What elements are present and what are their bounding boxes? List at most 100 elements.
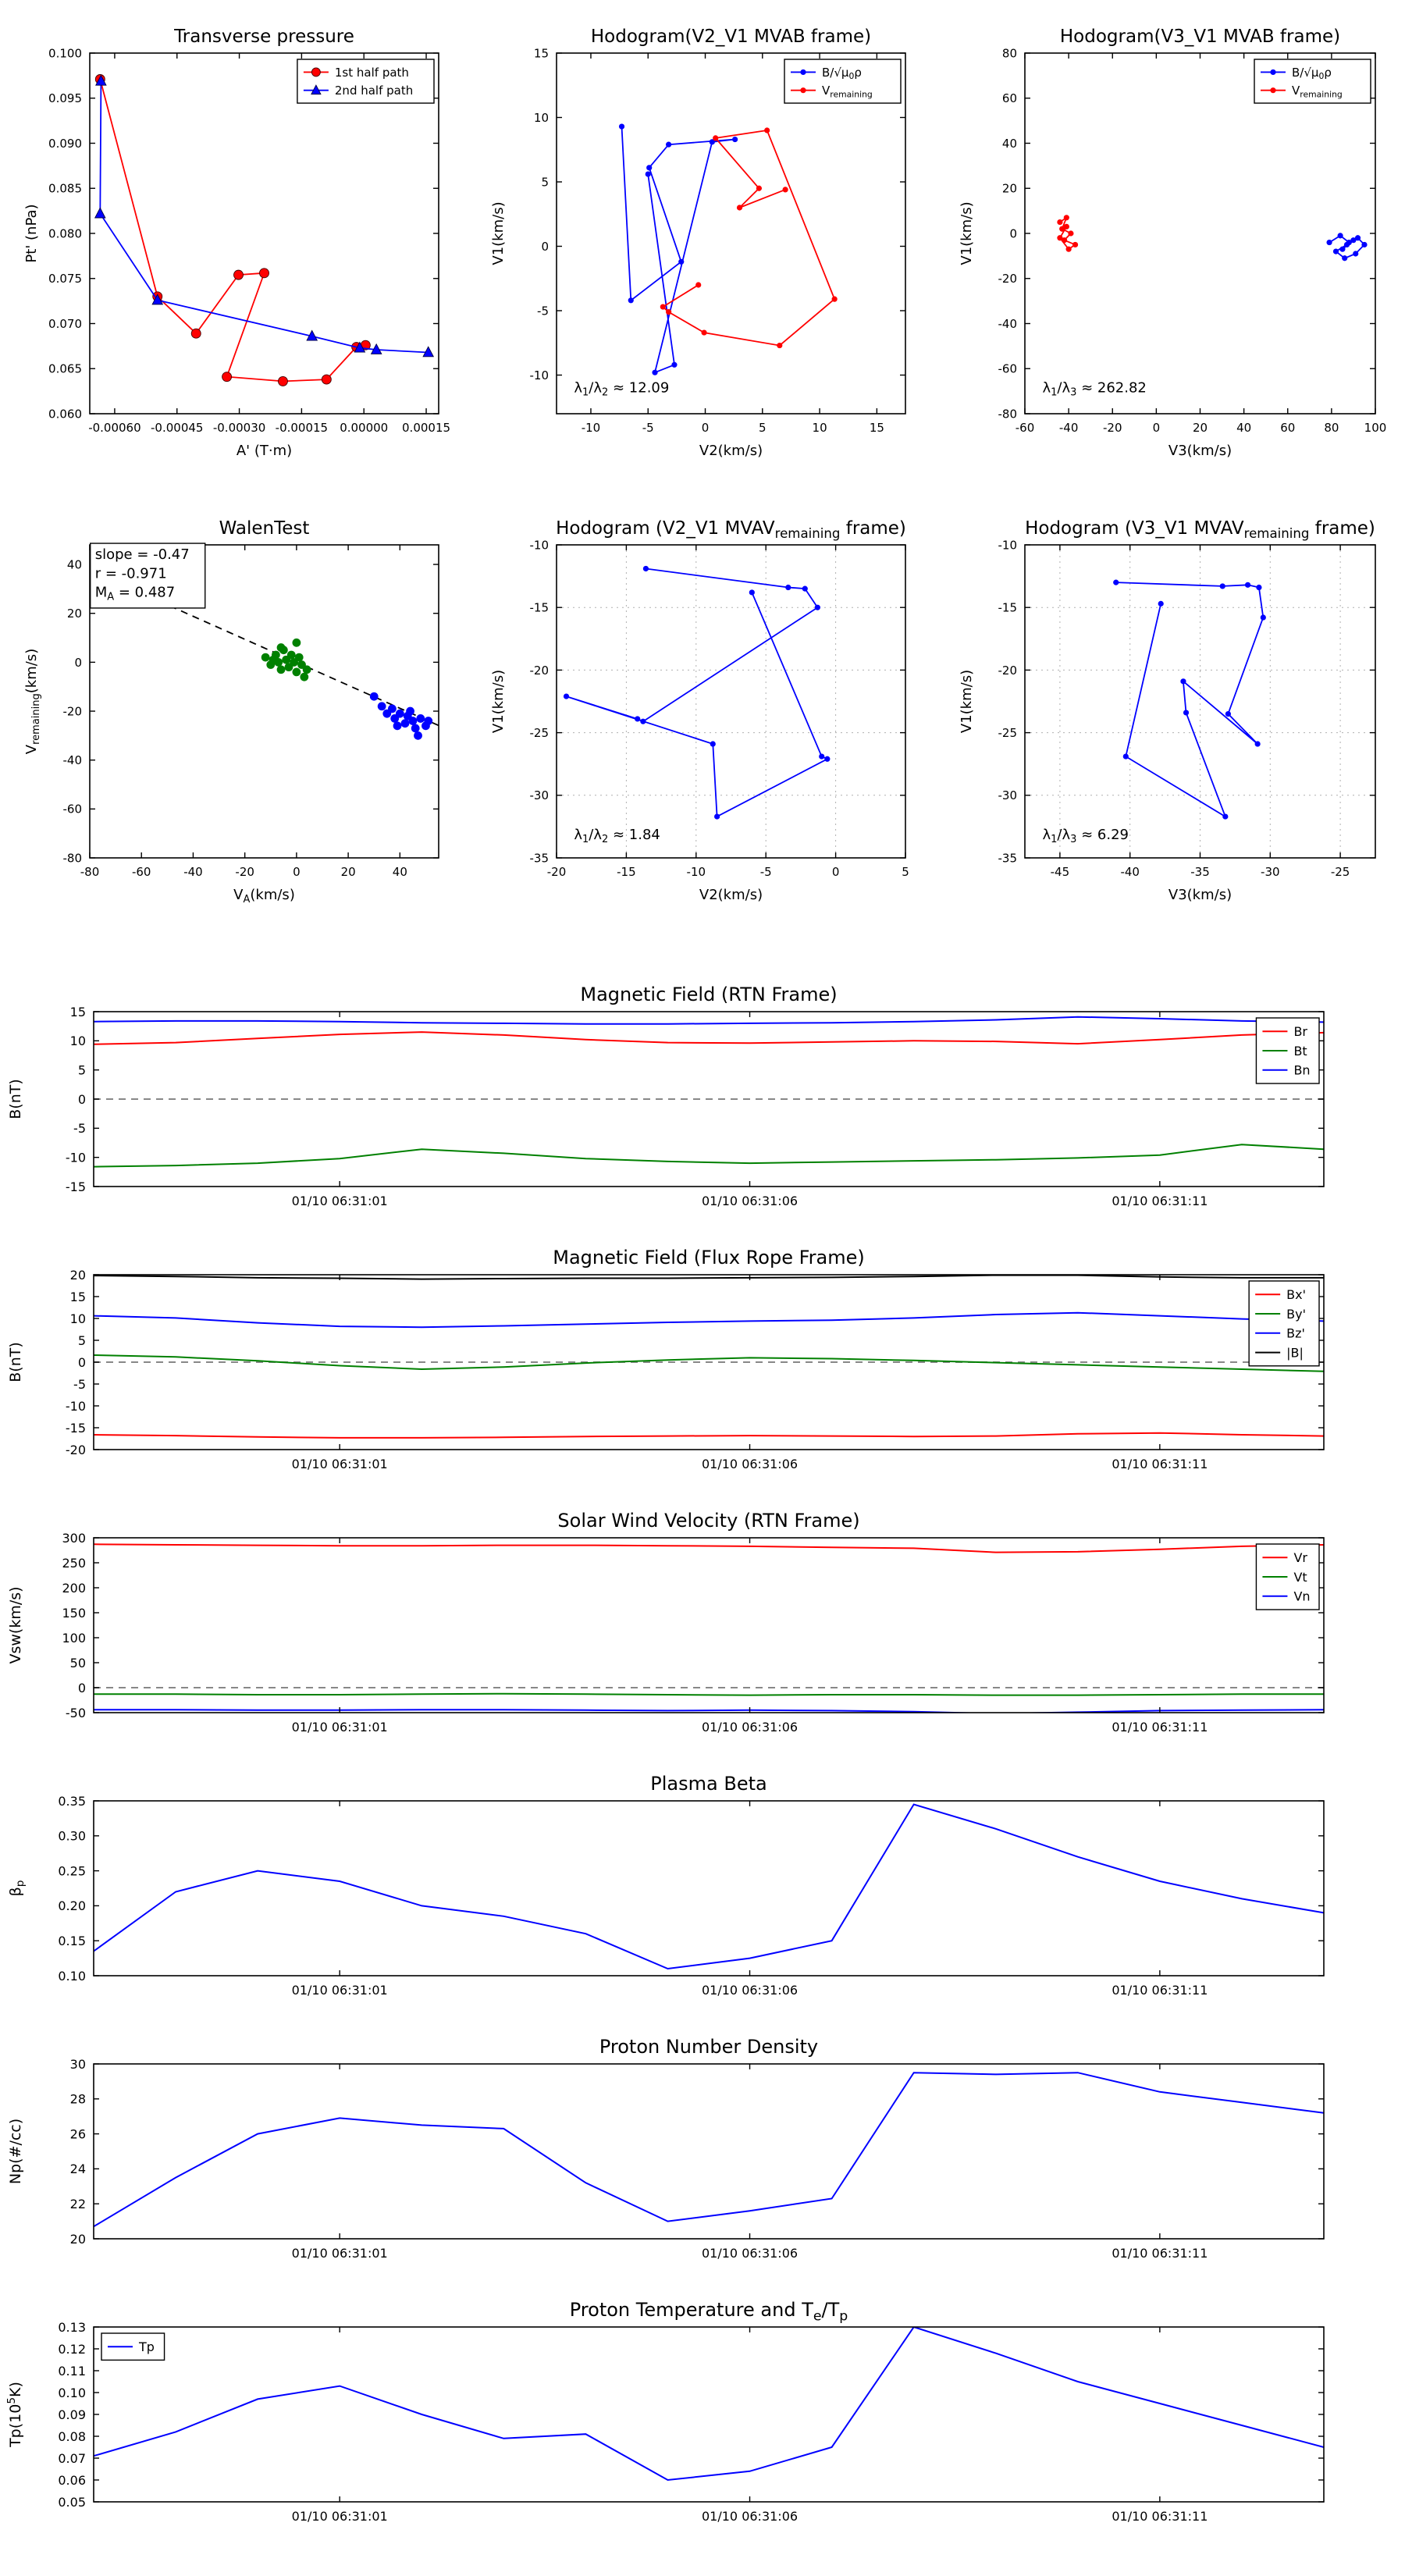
chart-hodogram_v3v1_mvav: -45 -40 -35 -30 -25 -35 -30 -25 -20 -15 -10 Hodogra…	[951, 506, 1389, 908]
svg-text:-15: -15	[617, 865, 636, 879]
svg-text:40: 40	[1002, 137, 1017, 151]
svg-text:Bt: Bt	[1293, 1044, 1307, 1059]
plot-proton_temp: 01/10 06:31:01 01/10 06:31:06 01/10 06:31:…	[0, 2293, 1405, 2542]
svg-text:Bn: Bn	[1293, 1063, 1310, 1078]
svg-text:-5: -5	[642, 421, 654, 435]
svg-text:slope = -0.47: slope = -0.47	[95, 546, 190, 563]
svg-text:20: 20	[70, 2232, 86, 2247]
svg-text:15: 15	[70, 1290, 86, 1304]
svg-text:0.07: 0.07	[58, 2451, 86, 2466]
plot-walen_test: -80 -60 -40 -20 0 20 40 -80 -60 -40 -20 0 20 40 WalenT…	[16, 506, 453, 908]
svg-text:-20: -20	[66, 1443, 86, 1457]
svg-text:0.05: 0.05	[58, 2495, 86, 2510]
svg-text:-60: -60	[63, 802, 83, 817]
svg-text:-35: -35	[1190, 865, 1210, 879]
svg-text:Tp: Tp	[138, 2339, 155, 2354]
svg-text:0.080: 0.080	[48, 226, 82, 240]
svg-text:5: 5	[541, 175, 549, 189]
svg-text:22: 22	[70, 2197, 86, 2211]
svg-text:-30: -30	[1261, 865, 1280, 879]
svg-text:Vremaining: Vremaining	[822, 84, 873, 99]
svg-text:WalenTest: WalenTest	[219, 518, 310, 539]
svg-text:0: 0	[1153, 421, 1161, 435]
svg-text:-20: -20	[530, 664, 550, 678]
svg-text:15: 15	[70, 1005, 86, 1019]
svg-text:01/10 06:31:06: 01/10 06:31:06	[702, 1457, 798, 1471]
svg-text:Np(#/cc): Np(#/cc)	[7, 2119, 24, 2184]
svg-text:0: 0	[78, 1092, 86, 1107]
svg-text:By': By'	[1286, 1307, 1306, 1322]
svg-text:250: 250	[62, 1556, 86, 1571]
svg-text:0: 0	[702, 421, 710, 435]
svg-text:V1(km/s): V1(km/s)	[490, 670, 507, 733]
svg-text:40: 40	[67, 557, 82, 571]
svg-text:28: 28	[70, 2092, 86, 2107]
svg-text:10: 10	[534, 111, 549, 125]
svg-text:01/10 06:31:01: 01/10 06:31:01	[292, 2509, 388, 2524]
plot-hodogram_v3v1_mvab: -60 -40 -20 0 20 40 60 80 100-80-60-40-200204060…	[951, 14, 1389, 468]
svg-text:-25: -25	[1331, 865, 1350, 879]
svg-text:0.08: 0.08	[58, 2429, 86, 2444]
svg-text:01/10 06:31:01: 01/10 06:31:01	[292, 1983, 388, 1998]
svg-text:-20: -20	[1103, 421, 1122, 435]
svg-text:300: 300	[62, 1531, 86, 1546]
svg-text:Vsw(km/s): Vsw(km/s)	[7, 1586, 24, 1663]
svg-text:Vremaining: Vremaining	[1292, 84, 1343, 99]
chart-vsw_rtn: 01/10 06:31:01 01/10 06:31:06 01/10 06:31:…	[0, 1503, 1405, 1753]
svg-text:20: 20	[70, 1268, 86, 1283]
svg-text:2nd half path: 2nd half path	[335, 84, 413, 98]
svg-text:-0.00030: -0.00030	[213, 421, 265, 435]
svg-text:Plasma Beta: Plasma Beta	[650, 1773, 767, 1795]
svg-text:-40: -40	[1120, 865, 1140, 879]
svg-text:Proton Temperature and Te/Tp: Proton Temperature and Te/Tp	[570, 2299, 848, 2324]
svg-text:-35: -35	[998, 851, 1018, 865]
svg-text:01/10 06:31:11: 01/10 06:31:11	[1112, 1983, 1208, 1998]
svg-text:λ1/λ3 ≈ 262.82: λ1/λ3 ≈ 262.82	[1042, 379, 1146, 398]
svg-text:-20: -20	[998, 664, 1018, 678]
svg-text:-10: -10	[687, 865, 706, 879]
svg-text:0.070: 0.070	[48, 317, 82, 331]
svg-text:0: 0	[1009, 226, 1017, 240]
svg-text:0.11: 0.11	[58, 2364, 86, 2379]
svg-text:20: 20	[1193, 421, 1208, 435]
svg-text:0.085: 0.085	[48, 182, 82, 196]
svg-text:0.12: 0.12	[58, 2342, 86, 2357]
chart-hodogram_v3v1_mvab: -60 -40 -20 0 20 40 60 80 100 -80 -60 -40 -20 0 20 40 60…	[951, 14, 1389, 468]
chart-proton_density: 01/10 06:31:01 01/10 06:31:06 01/10 06:31:…	[0, 2030, 1405, 2279]
svg-text:0.10: 0.10	[58, 2386, 86, 2400]
svg-text:-10: -10	[530, 368, 550, 382]
svg-text:24: 24	[70, 2161, 86, 2176]
svg-text:01/10 06:31:01: 01/10 06:31:01	[292, 1194, 388, 1208]
svg-text:01/10 06:31:11: 01/10 06:31:11	[1112, 1194, 1208, 1208]
svg-text:20: 20	[1002, 182, 1017, 196]
svg-text:150: 150	[62, 1606, 86, 1621]
svg-text:Hodogram (V3_V1 MVAVremaining: Hodogram (V3_V1 MVAVremaining frame)	[1025, 518, 1375, 541]
svg-text:60: 60	[1002, 91, 1017, 105]
svg-text:0: 0	[74, 656, 82, 670]
svg-text:-5: -5	[760, 865, 772, 879]
svg-text:0: 0	[541, 240, 549, 254]
svg-text:Magnetic Field (RTN Frame): Magnetic Field (RTN Frame)	[580, 984, 837, 1005]
svg-text:Transverse pressure: Transverse pressure	[173, 27, 354, 47]
svg-text:V1(km/s): V1(km/s)	[490, 201, 507, 265]
svg-text:βp: βp	[7, 1880, 27, 1897]
svg-text:0.13: 0.13	[58, 2320, 86, 2335]
svg-text:20: 20	[341, 865, 356, 879]
svg-text:-20: -20	[235, 865, 254, 879]
svg-text:-0.00045: -0.00045	[151, 421, 203, 435]
svg-text:01/10 06:31:11: 01/10 06:31:11	[1112, 2246, 1208, 2261]
svg-text:Vt: Vt	[1293, 1570, 1307, 1585]
svg-text:-15: -15	[530, 601, 550, 615]
svg-text:-5: -5	[73, 1121, 86, 1136]
svg-text:B(nT): B(nT)	[7, 1342, 24, 1382]
svg-text:80: 80	[1002, 46, 1017, 60]
svg-text:5: 5	[78, 1062, 86, 1077]
svg-text:5: 5	[759, 421, 767, 435]
svg-text:Proton Number Density: Proton Number Density	[599, 2036, 818, 2058]
svg-text:λ1/λ2 ≈ 12.09: λ1/λ2 ≈ 12.09	[574, 379, 669, 398]
plot-hodogram_v3v1_mvav: -45 -40 -35 -30 -25 -35 -30 -25 -20 -15 -10 Hodogra…	[951, 506, 1389, 908]
svg-text:100: 100	[62, 1631, 86, 1646]
svg-text:0.060: 0.060	[48, 407, 82, 421]
svg-text:-5: -5	[537, 304, 549, 318]
chart-hodogram_v2v1_mvav: -20 -15 -10 -5 0 5 -35 -30 -25 -20 -15 -10 Hodogram …	[482, 506, 919, 908]
